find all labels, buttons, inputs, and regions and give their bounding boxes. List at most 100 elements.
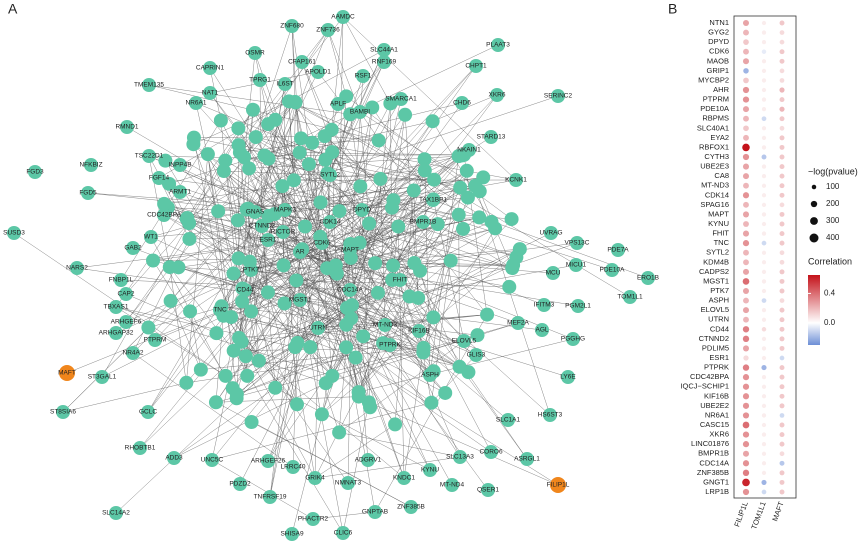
node xyxy=(209,326,223,340)
node-label: PGGHG xyxy=(561,336,585,343)
dot xyxy=(780,193,785,198)
dot xyxy=(780,413,785,418)
node-label: CHPT1 xyxy=(465,63,487,70)
dot xyxy=(743,422,750,429)
row-label: KYNU xyxy=(708,219,729,228)
node-label: PDZD2 xyxy=(229,481,251,488)
node xyxy=(505,212,519,226)
node xyxy=(318,153,332,167)
dot xyxy=(762,337,766,341)
dot xyxy=(780,135,785,140)
dot xyxy=(780,480,785,485)
dot xyxy=(743,20,749,26)
dot xyxy=(762,490,767,495)
dot xyxy=(743,384,749,390)
dot xyxy=(779,87,784,92)
dot xyxy=(743,116,749,122)
node xyxy=(356,329,370,343)
node-label: TOM1L1 xyxy=(617,294,643,301)
dot xyxy=(762,164,766,168)
node xyxy=(261,285,275,299)
node-label: TBXAS1 xyxy=(104,304,129,311)
dot xyxy=(743,49,749,55)
node-label: IL6ST xyxy=(276,81,293,88)
dot xyxy=(762,78,766,82)
node-label: GRIK4 xyxy=(305,475,325,482)
dot xyxy=(743,278,750,285)
dot xyxy=(762,327,767,332)
dot xyxy=(743,78,749,84)
dot xyxy=(743,288,749,294)
dot xyxy=(780,212,785,217)
colorbar xyxy=(808,275,820,345)
node xyxy=(456,222,470,236)
node-label: BMPR1B xyxy=(410,219,437,226)
dot xyxy=(743,240,749,246)
row-label: CA8 xyxy=(714,171,729,180)
row-label: EYA2 xyxy=(710,133,729,142)
row-label: CASC15 xyxy=(700,420,729,429)
node xyxy=(245,415,259,429)
dot xyxy=(762,30,766,34)
node-label: CORO6 xyxy=(479,449,503,456)
column-label: TOM1L1 xyxy=(749,500,767,530)
node-label: ARHGEF6 xyxy=(111,319,142,326)
dot xyxy=(762,432,766,436)
node-label: HS6ST3 xyxy=(538,412,563,419)
dot xyxy=(780,222,785,227)
node-label: CDC42BPA xyxy=(147,212,182,219)
dot xyxy=(780,164,785,169)
node xyxy=(211,204,225,218)
row-label: ASPH xyxy=(709,296,729,305)
dot xyxy=(780,145,785,150)
node-label: TNFRSF19 xyxy=(254,494,287,501)
row-label: BMPR1B xyxy=(698,449,729,458)
node-label: NAT1 xyxy=(202,90,219,97)
node xyxy=(368,256,382,270)
dot xyxy=(780,289,785,294)
row-label: FHIT xyxy=(712,229,729,238)
dot xyxy=(743,451,749,457)
dot xyxy=(780,97,785,102)
dot xyxy=(780,269,785,274)
dot xyxy=(780,59,785,64)
node xyxy=(391,220,405,234)
dot xyxy=(762,279,766,283)
dot xyxy=(780,183,785,188)
node-label: ADD3 xyxy=(165,455,183,462)
node xyxy=(275,179,289,193)
node-label: ST3GAL1 xyxy=(88,374,117,381)
node-label: SLC14A2 xyxy=(102,510,130,517)
node-label: NKAIN1 xyxy=(457,147,481,154)
node xyxy=(438,386,452,400)
dot xyxy=(743,87,749,93)
dot xyxy=(780,442,785,447)
node xyxy=(371,286,385,300)
dot xyxy=(780,308,785,313)
dot xyxy=(743,202,749,208)
node-label: DPYD xyxy=(353,207,371,214)
row-label: ELOVL5 xyxy=(701,305,729,314)
edge xyxy=(190,311,201,369)
node xyxy=(239,349,253,363)
dot xyxy=(743,441,749,447)
node-label: SLC1A1 xyxy=(496,417,521,424)
node-label: UNC5C xyxy=(201,457,224,464)
node-label: LY6E xyxy=(560,374,576,381)
row-label: PDE10A xyxy=(700,104,729,113)
node xyxy=(183,304,197,318)
node-label: PTK7 xyxy=(243,267,260,274)
node-label: RSF1 xyxy=(355,73,372,80)
node xyxy=(407,184,421,198)
dot xyxy=(743,68,749,74)
node xyxy=(418,163,432,177)
node-label: CDK14 xyxy=(320,219,341,226)
node xyxy=(402,289,416,303)
dot xyxy=(780,346,785,351)
dot xyxy=(762,452,766,456)
node-label: SMARCA1 xyxy=(385,96,417,103)
dot xyxy=(780,403,785,408)
node-label: BAMBI xyxy=(350,109,370,116)
node-label: PDE7A xyxy=(607,247,629,254)
node-label: CAPRIN1 xyxy=(196,65,225,72)
